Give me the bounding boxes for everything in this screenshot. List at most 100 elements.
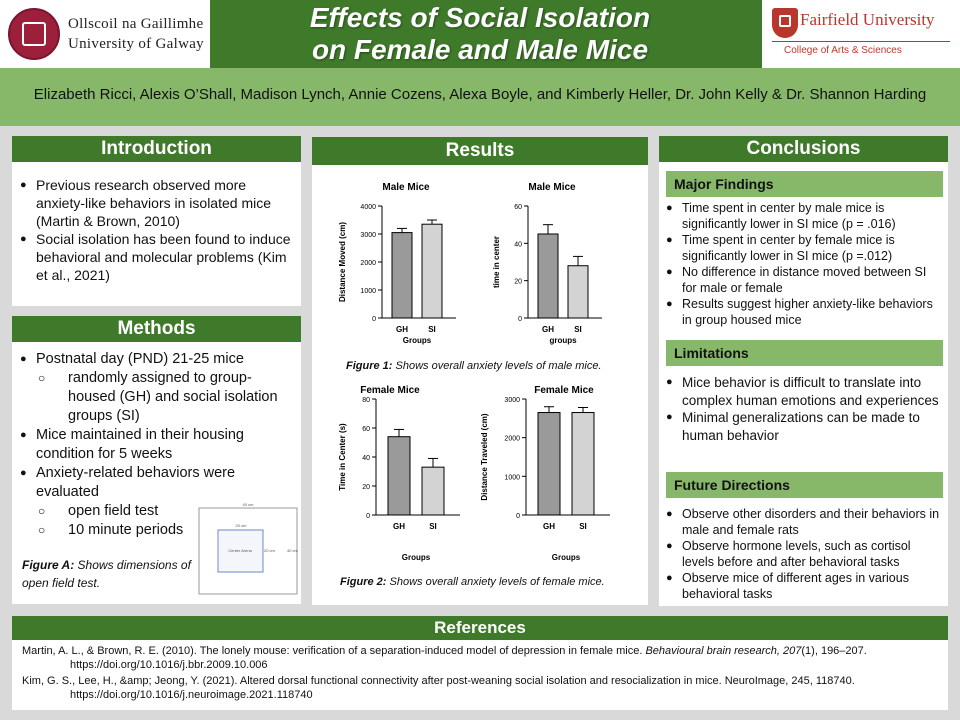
list-item: open field test	[20, 502, 293, 521]
bar-gh	[537, 233, 559, 319]
fairfield-name: Fairfield University	[800, 10, 935, 29]
bar-gh	[537, 412, 561, 516]
center-arena-label: Center Arena	[228, 548, 252, 553]
figure-2-text: Shows overall anxiety levels of female m…	[386, 576, 605, 588]
list-item: Postnatal day (PND) 21-25 mice	[20, 350, 293, 369]
chart-male-time: Male Mice 0 20 40 60 time in center GH SI groups	[492, 182, 602, 345]
reference-2: Kim, G. S., Lee, H., &amp; Jeong, Y. (20…	[22, 675, 855, 701]
outer-width-label: 40 cm	[243, 502, 255, 507]
fairfield-shield-icon	[772, 8, 798, 38]
introduction-list: Previous research observed more anxiety-…	[20, 176, 293, 284]
limitations-list: Mice behavior is difficult to translate …	[666, 374, 944, 444]
x-tick-label: SI	[429, 522, 437, 531]
y-axis-label: Time in Center (s)	[338, 423, 347, 491]
chart-female-time: Female Mice 0 20 40 60 80 Time in Center (s) GH…	[338, 385, 460, 562]
chart-title: Male Mice	[382, 182, 430, 193]
figure-1-caption: Figure 1: Shows overall anxiety levels o…	[346, 360, 636, 372]
y-tick-label: 0	[366, 513, 370, 520]
x-tick-label: GH	[542, 325, 554, 334]
limitations-heading: Limitations	[666, 340, 943, 366]
introduction-panel: Previous research observed more anxiety-…	[12, 162, 301, 306]
inner-side-label: 20 cm	[264, 548, 276, 553]
list-item: Observe other disorders and their behavi…	[666, 506, 944, 538]
chart-title: Female Mice	[360, 385, 420, 396]
authors-list: Elizabeth Ricci, Alexis O’Shall, Madison…	[33, 86, 927, 103]
y-tick-label: 60	[514, 204, 522, 211]
list-item: randomly assigned to group-housed (GH) a…	[20, 369, 293, 426]
authors-band: Elizabeth Ricci, Alexis O’Shall, Madison…	[0, 68, 960, 126]
methods-heading: Methods	[12, 316, 301, 342]
figure-a-caption: Figure A: Shows dimensions of open field…	[22, 556, 192, 592]
y-tick-label: 0	[516, 513, 520, 520]
title-line-2: on Female and Male Mice	[311, 34, 649, 65]
y-tick-label: 40	[514, 241, 522, 248]
bar-si	[567, 265, 589, 319]
references-panel: Martin, A. L., & Brown, R. E. (2010). Th…	[12, 640, 948, 710]
bar-gh	[391, 232, 413, 319]
list-item: Mice behavior is difficult to translate …	[666, 374, 944, 409]
list-item: Social isolation has been found to induc…	[20, 230, 293, 284]
figure-1-text: Shows overall anxiety levels of male mic…	[392, 360, 602, 372]
poster-title: Effects of Social Isolation on Female an…	[230, 2, 730, 66]
chart-female-distance: Female Mice 0 1000 2000 3000 Distance Travele…	[480, 385, 610, 562]
y-tick-label: 2000	[504, 436, 520, 443]
list-item: No difference in distance moved between …	[666, 264, 944, 296]
x-tick-label: GH	[393, 522, 405, 531]
y-tick-label: 3000	[504, 397, 520, 404]
bar-si	[571, 412, 595, 516]
x-tick-label: GH	[543, 522, 555, 531]
introduction-heading: Introduction	[12, 136, 301, 162]
bar-gh	[387, 436, 411, 516]
fairfield-university-logo: Fairfield University College of Arts & S…	[762, 0, 960, 68]
bar-si	[421, 466, 445, 516]
x-axis-label: Groups	[402, 553, 431, 562]
y-axis-label: time in center	[492, 236, 501, 288]
y-axis-label: Distance Moved (cm)	[338, 222, 347, 302]
list-item: 10 minute periods	[20, 521, 293, 540]
galway-name-english: University of Galway	[68, 36, 204, 52]
bar-si	[421, 223, 443, 319]
y-tick-label: 20	[514, 279, 522, 286]
results-heading: Results	[312, 137, 648, 165]
university-of-galway-logo: Ollscoil na Gaillimhe University of Galw…	[0, 0, 210, 68]
y-tick-label: 80	[362, 397, 370, 404]
x-axis-label: Groups	[552, 553, 581, 562]
list-item: Time spent in center by female mice is s…	[666, 232, 944, 264]
list-item: Observe mice of different ages in variou…	[666, 570, 944, 602]
chart-title: Female Mice	[534, 385, 594, 396]
list-item: Previous research observed more anxiety-…	[20, 176, 293, 230]
list-item: Time spent in center by male mice is sig…	[666, 200, 944, 232]
figure-a-text: Shows dimensions of open field test.	[22, 558, 191, 590]
figure-2-caption: Figure 2: Shows overall anxiety levels o…	[340, 576, 640, 588]
center-arena	[217, 529, 264, 573]
methods-list: Postnatal day (PND) 21-25 mice randomly …	[20, 350, 293, 540]
header-band: Ollscoil na Gaillimhe University of Galw…	[0, 0, 960, 68]
results-panel	[312, 165, 648, 605]
x-tick-label: GH	[396, 325, 408, 334]
x-tick-label: SI	[428, 325, 436, 334]
fairfield-college: College of Arts & Sciences	[784, 45, 902, 56]
future-directions-heading: Future Directions	[666, 472, 943, 498]
galway-name-irish: Ollscoil na Gaillimhe	[68, 16, 204, 32]
methods-panel: Postnatal day (PND) 21-25 mice randomly …	[12, 342, 301, 604]
list-item: Results suggest higher anxiety-like beha…	[666, 296, 944, 328]
chart-title: Male Mice	[528, 182, 576, 193]
fairfield-divider	[772, 41, 950, 42]
inner-width-label: 20 cm	[236, 523, 248, 528]
x-tick-label: SI	[579, 522, 587, 531]
major-findings-list: Time spent in center by male mice is sig…	[666, 200, 944, 328]
list-item: Minimal generalizations can be made to h…	[666, 409, 944, 444]
title-line-1: Effects of Social Isolation	[309, 2, 651, 33]
x-tick-label: SI	[574, 325, 582, 334]
y-tick-label: 4000	[360, 204, 376, 211]
figure-2-label: Figure 2:	[340, 576, 387, 588]
y-tick-label: 60	[362, 426, 370, 433]
y-tick-label: 20	[362, 484, 370, 491]
list-item: Mice maintained in their housing conditi…	[20, 426, 293, 464]
future-directions-list: Observe other disorders and their behavi…	[666, 506, 944, 602]
galway-seal-icon	[8, 8, 60, 60]
conclusions-heading: Conclusions	[659, 136, 948, 162]
y-tick-label: 2000	[360, 260, 376, 267]
reference-1: Martin, A. L., & Brown, R. E. (2010). Th…	[22, 645, 867, 671]
x-axis-label: groups	[549, 336, 577, 345]
